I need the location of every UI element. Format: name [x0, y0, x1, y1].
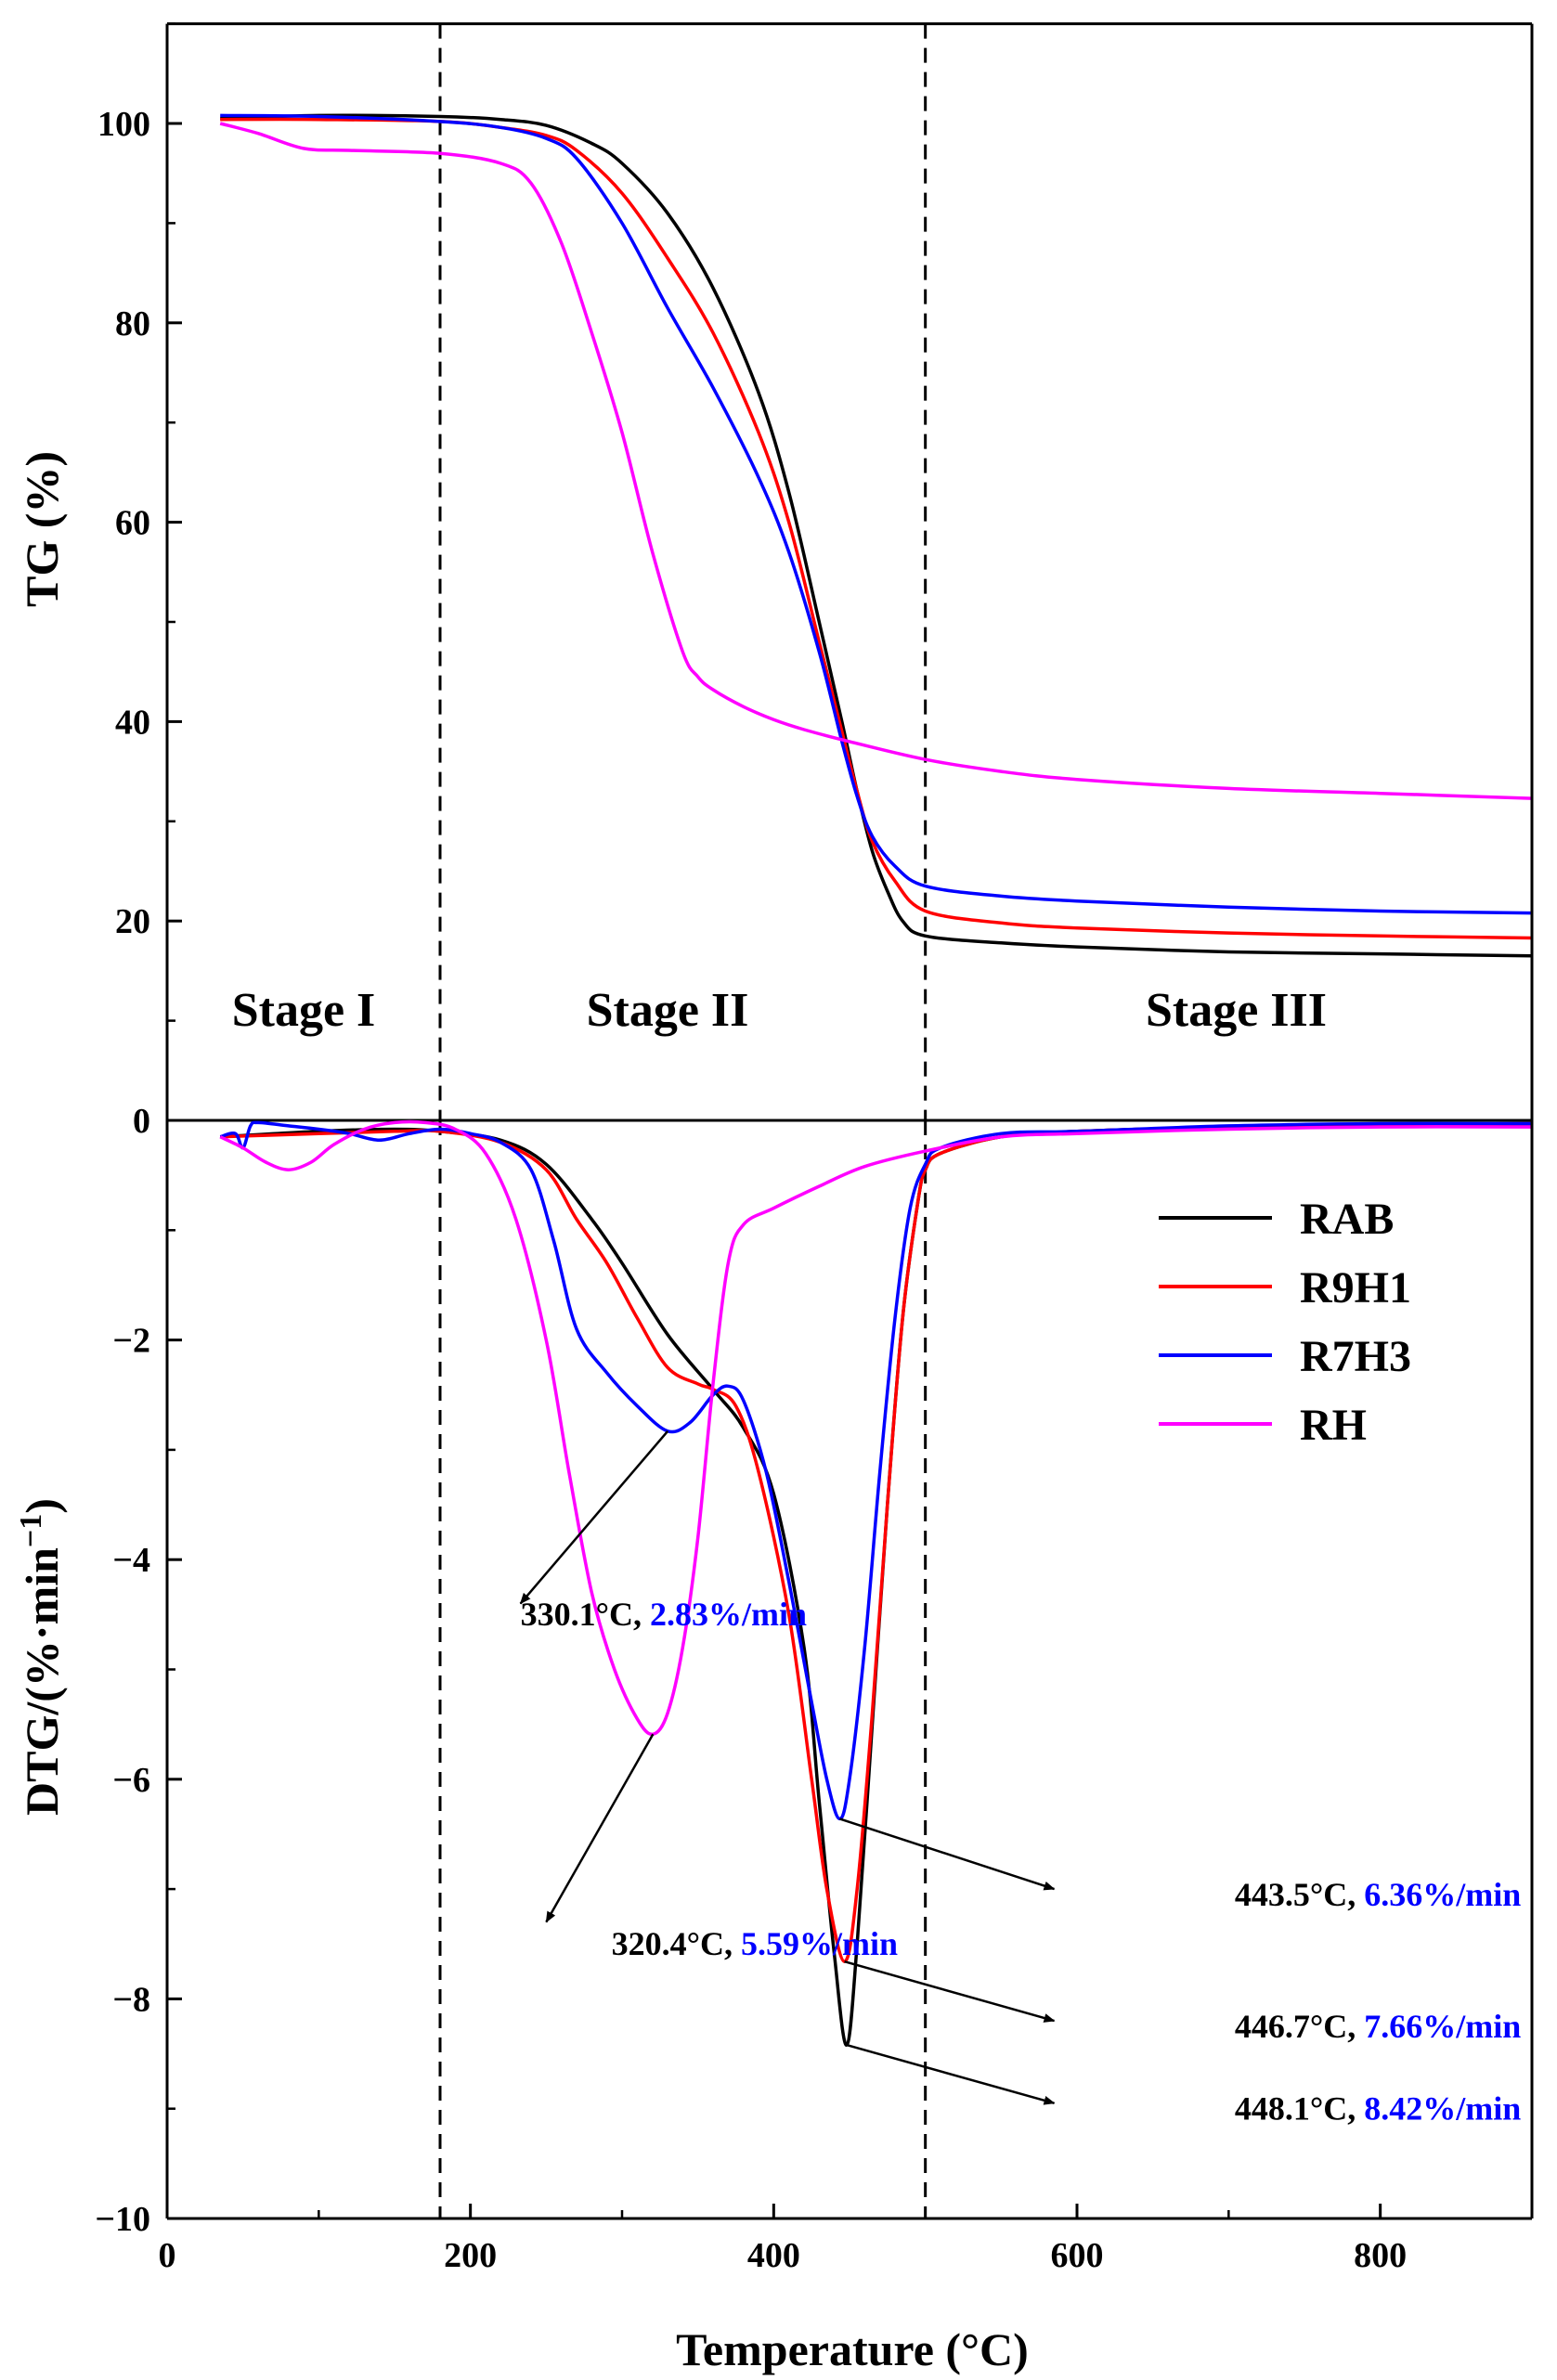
tg-series-rh — [219, 122, 1533, 800]
annotation-temperature: 320.4°C, — [612, 1925, 741, 1962]
stage-label: Stage III — [1146, 984, 1327, 1037]
dtg-series-r7h3 — [219, 1120, 1533, 1821]
annotation-temperature: 443.5°C, — [1235, 1876, 1364, 1913]
annotation-arrow — [838, 1817, 1056, 1891]
legend-label-rab: RAB — [1300, 1195, 1394, 1244]
annotation-rate: 2.83%/min — [650, 1596, 807, 1633]
tg-series-group — [219, 113, 1533, 958]
dtg-y-tick-label: −2 — [112, 1322, 150, 1361]
dtg-y-axis-title-close: ) — [16, 1498, 68, 1514]
dtg-y-axis-title-main: DTG/(%·min — [16, 1547, 68, 1816]
legend: RAB R9H1 R7H3 RH — [1159, 1195, 1411, 1450]
dtg-ticks: 0−2−4−6−8−100 200 400 600 800 — [95, 1102, 1534, 2275]
annotation-arrow — [545, 1733, 655, 1923]
dtg-y-tick-label: 0 — [133, 1102, 150, 1141]
annotation-arrow — [844, 1960, 1056, 2023]
x-axis-title: Temperature (°C) — [676, 2323, 1029, 2375]
annotation-label: 446.7°C, 7.66%/min — [1235, 2008, 1521, 2045]
dtg-series-r9h1 — [220, 1121, 1533, 1963]
tg-stage-lines — [438, 23, 928, 1120]
dtg-y-tick-label: −10 — [95, 2200, 150, 2239]
tg-y-tick-label: 60 — [115, 504, 150, 543]
annotation-rate: 7.66%/min — [1364, 2008, 1521, 2045]
tg-panel: Stage I Stage II Stage III 20 40 60 80 100 — [97, 22, 1534, 1122]
annotation-rate: 5.59%/min — [741, 1925, 898, 1962]
tg-series-r9h1 — [220, 117, 1533, 940]
tg-axes — [165, 22, 1534, 1122]
tg-y-tick-label: 40 — [115, 703, 150, 742]
annotation-rate: 6.36%/min — [1364, 1876, 1521, 1913]
dtg-y-tick-label: −6 — [112, 1761, 150, 1800]
tg-series-r7h3 — [220, 113, 1533, 915]
tg-ticks: 20 40 60 80 100 — [97, 22, 182, 1122]
x-tick-label: 400 — [747, 2236, 800, 2275]
x-tick-label: 200 — [444, 2236, 497, 2275]
legend-label-rh: RH — [1300, 1401, 1367, 1450]
x-tick-label: 0 — [159, 2236, 176, 2275]
x-tick-label: 800 — [1354, 2236, 1407, 2275]
dtg-y-tick-label: −4 — [112, 1541, 150, 1580]
x-tick-label: 600 — [1051, 2236, 1104, 2275]
legend-label-r7h3: R7H3 — [1300, 1332, 1411, 1381]
annotation-rate: 8.42%/min — [1364, 2090, 1521, 2128]
dtg-y-axis-title: DTG/(%·min−1) — [14, 1498, 68, 1816]
annotation-arrow — [519, 1429, 669, 1605]
dtg-y-axis-title-exponent: −1 — [14, 1514, 48, 1547]
dtg-y-tick-label: −8 — [112, 1980, 150, 2019]
legend-label-r9h1: R9H1 — [1300, 1263, 1411, 1313]
tg-stage-labels: Stage I Stage II Stage III — [232, 984, 1327, 1037]
annotation-arrow — [846, 2043, 1056, 2105]
annotation-label: 320.4°C, 5.59%/min — [612, 1925, 898, 1962]
dtg-panel: 0−2−4−6−8−100 200 400 600 800 330.1°C, 2.83%… — [95, 1102, 1534, 2275]
tg-y-tick-label: 100 — [97, 105, 150, 144]
annotation-temperature: 446.7°C, — [1235, 2008, 1364, 2045]
dtg-stage-lines — [438, 1120, 928, 2218]
tg-y-tick-label: 80 — [115, 304, 150, 343]
annotation-temperature: 330.1°C, — [521, 1596, 650, 1633]
annotation-label: 448.1°C, 8.42%/min — [1235, 2090, 1521, 2128]
tg-y-tick-label: 20 — [115, 902, 150, 941]
peak-annotations: 330.1°C, 2.83%/min 320.4°C, 5.59%/min 443.… — [519, 1429, 1521, 2128]
annotation-label: 443.5°C, 6.36%/min — [1235, 1876, 1521, 1913]
tg-series-rab — [220, 113, 1533, 958]
stage-label: Stage II — [587, 984, 749, 1037]
tg-y-axis-title: TG (%) — [16, 451, 68, 607]
stage-label: Stage I — [232, 984, 376, 1037]
annotation-temperature: 448.1°C, — [1235, 2090, 1364, 2128]
annotation-label: 330.1°C, 2.83%/min — [521, 1596, 807, 1633]
